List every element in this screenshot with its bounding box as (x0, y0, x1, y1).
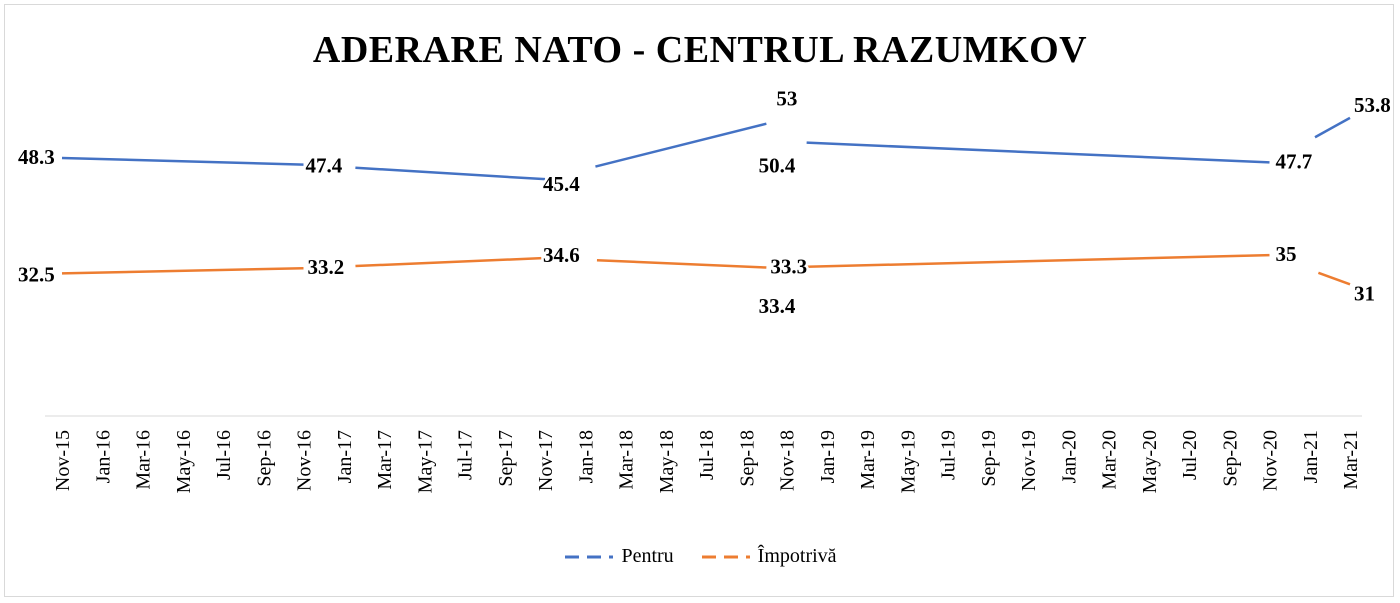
legend: Pentru Împotrivă (0, 545, 1400, 568)
x-tick-label: Mar-18 (616, 430, 638, 490)
x-tick-label: Jul-18 (696, 430, 718, 480)
legend-label-impotriva: Împotrivă (757, 545, 837, 567)
x-tick-label: Sep-17 (495, 430, 517, 487)
series-line-segment (355, 256, 546, 268)
x-tick-label: Nov-15 (52, 430, 74, 491)
x-tick-label: Jul-17 (455, 430, 477, 480)
legend-item-impotriva: Împotrivă (700, 545, 837, 568)
series-line-segment (61, 156, 304, 166)
data-label: 45.4 (543, 172, 580, 196)
x-tick-label: Sep-18 (736, 430, 758, 487)
data-label: 33.2 (308, 255, 345, 279)
x-tick-label: Sep-16 (253, 430, 275, 487)
x-tick-label: Sep-19 (978, 430, 1000, 487)
x-tick-label: Mar-17 (374, 430, 396, 490)
series-line-segment (595, 122, 767, 168)
series-line-segment (596, 258, 767, 269)
series-line-segment (806, 253, 1270, 269)
data-label: 33.3 (770, 255, 807, 279)
x-tick-label: May-16 (173, 430, 195, 493)
series-line-segment (355, 166, 546, 181)
series-line-segment (806, 141, 1270, 164)
x-tick-label: Nov-16 (294, 430, 316, 491)
series-line-segment (61, 266, 304, 275)
legend-swatch-impotriva (701, 555, 750, 558)
chart-frame (4, 4, 1394, 597)
x-tick-label: Jan-19 (817, 430, 839, 483)
x-tick-label: Nov-18 (777, 430, 799, 491)
x-tick-label: Mar-19 (857, 430, 879, 490)
data-label: 33.4 (759, 294, 796, 318)
x-tick-label: Nov-19 (1018, 430, 1040, 491)
x-tick-label: Jan-16 (92, 430, 114, 483)
legend-swatch-pentru (565, 555, 614, 558)
series-line-segment (1314, 116, 1351, 139)
data-label: 48.3 (18, 145, 55, 169)
data-label: 47.4 (306, 154, 343, 178)
data-label: 34.6 (543, 243, 580, 267)
data-label: 47.7 (1276, 149, 1313, 173)
chart-title: ADERARE NATO - CENTRUL RAZUMKOV (312, 29, 1088, 71)
x-tick-label: May-20 (1139, 430, 1161, 493)
data-label: 53 (776, 87, 797, 111)
x-tick-label: May-18 (656, 430, 678, 493)
x-tick-label: Mar-16 (133, 430, 155, 490)
x-tick-label: Jan-18 (575, 430, 597, 483)
data-label: 35 (1276, 242, 1297, 266)
data-label: 53.8 (1354, 93, 1391, 117)
data-label: 31 (1354, 281, 1375, 305)
data-label: 32.5 (18, 262, 55, 286)
x-tick-label: Nov-20 (1260, 430, 1282, 491)
legend-item-pentru: Pentru (563, 545, 674, 568)
x-tick-label: Jan-20 (1058, 430, 1080, 483)
data-label: 50.4 (759, 154, 796, 178)
x-tick-label: Jan-17 (334, 430, 356, 483)
x-tick-label: Sep-20 (1219, 430, 1241, 487)
x-tick-label: Jul-16 (213, 430, 235, 480)
x-tick-label: May-19 (897, 430, 919, 493)
x-tick-label: Nov-17 (535, 430, 557, 491)
series-line-segment (1317, 271, 1351, 286)
x-tick-label: Jul-20 (1179, 430, 1201, 480)
legend-label-pentru: Pentru (621, 545, 674, 567)
x-tick-label: Jan-21 (1300, 430, 1322, 483)
x-tick-label: Mar-21 (1340, 430, 1362, 490)
x-tick-label: May-17 (414, 430, 436, 493)
x-tick-label: Mar-20 (1099, 430, 1121, 490)
x-tick-label: Jul-19 (938, 430, 960, 480)
